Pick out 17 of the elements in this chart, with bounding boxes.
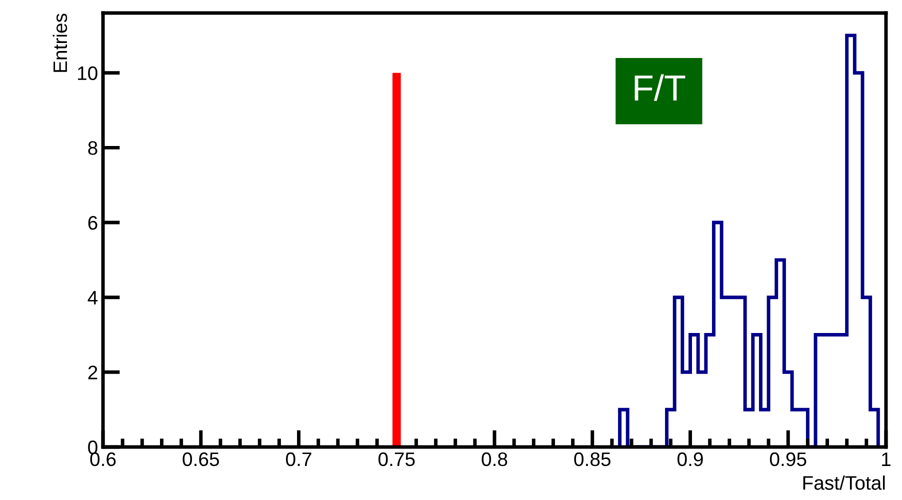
- y-axis-title: Entries: [52, 14, 68, 72]
- x-tick-label: 0.7: [286, 452, 312, 466]
- x-tick-label: 0.75: [378, 452, 415, 466]
- x-tick-label: 0.95: [770, 452, 806, 466]
- y-tick-label: 6: [88, 216, 98, 230]
- x-tick-label: 0.8: [482, 452, 508, 466]
- y-tick-label: 8: [88, 141, 98, 155]
- x-tick-label: 1: [882, 452, 890, 466]
- y-tick-label: 2: [88, 366, 98, 380]
- annotation: F/T: [634, 74, 686, 101]
- x-axis-title: Fast/Total: [803, 476, 885, 490]
- x-tick-label: 0.65: [182, 452, 219, 466]
- y-tick-label: 10: [78, 66, 98, 80]
- y-tick-label: 4: [88, 291, 98, 304]
- x-tick-label: 0.85: [574, 452, 610, 466]
- x-tick-label: 0.9: [677, 452, 703, 466]
- x-tick-label: 0.6: [90, 452, 116, 466]
